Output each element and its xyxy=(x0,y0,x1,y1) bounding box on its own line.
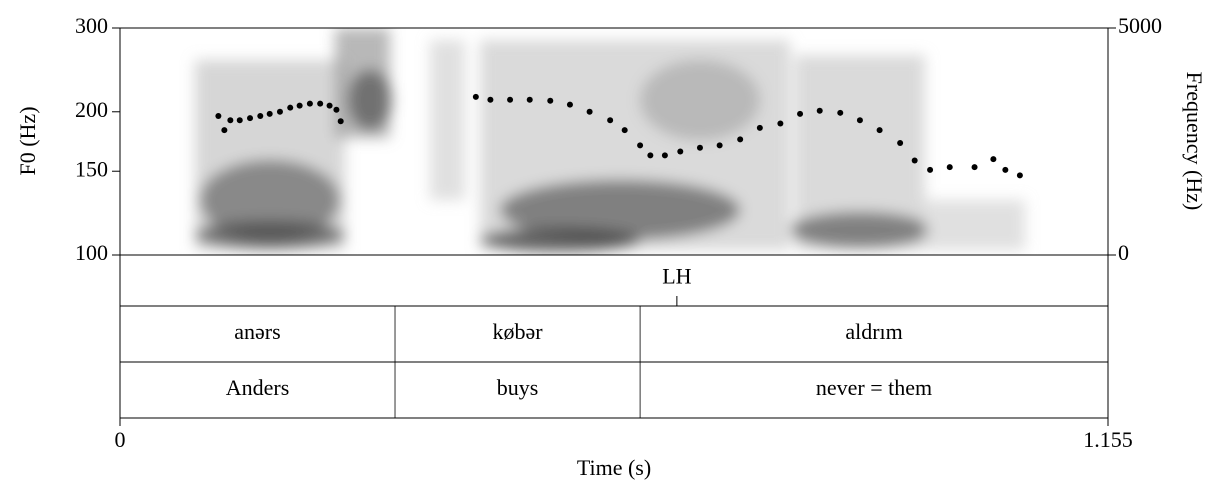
pitch-point xyxy=(856,117,863,124)
pitch-point xyxy=(215,112,222,119)
tier-label: Anders xyxy=(226,375,290,400)
pitch-point xyxy=(221,127,228,134)
pitch-point xyxy=(621,127,628,134)
y2-tick-label: 0 xyxy=(1118,240,1129,265)
pitch-point xyxy=(487,96,494,103)
pitch-point xyxy=(266,110,273,117)
y-axis-label: F0 (Hz) xyxy=(15,106,40,175)
y2-tick-label: 5000 xyxy=(1118,13,1162,38)
pitch-point xyxy=(756,124,763,131)
pitch-point xyxy=(566,101,573,108)
pitch-point xyxy=(777,120,784,127)
pitch-point xyxy=(876,127,883,134)
tier-label: købər xyxy=(493,319,544,344)
y-tick-label: 150 xyxy=(75,156,108,181)
pitch-point xyxy=(507,96,514,103)
pitch-point xyxy=(911,157,918,164)
pitch-point xyxy=(236,117,243,124)
pitch-point xyxy=(647,152,654,159)
pitch-point xyxy=(677,148,684,155)
pitch-point xyxy=(837,109,844,116)
tier-label: anərs xyxy=(234,319,280,344)
pitch-point xyxy=(737,136,744,143)
x-axis-label: Time (s) xyxy=(577,455,651,480)
y-tick-label: 200 xyxy=(75,97,108,122)
pitch-point xyxy=(547,97,554,104)
y-tick-label: 100 xyxy=(75,240,108,265)
pitch-point xyxy=(317,100,324,107)
frame xyxy=(119,27,1109,419)
pitch-point xyxy=(227,117,234,124)
pitch-point xyxy=(296,102,303,109)
x-tick-label: 1.155 xyxy=(1083,427,1133,452)
pitch-point xyxy=(1002,166,1009,173)
pitch-point xyxy=(257,112,264,119)
pitch-point xyxy=(716,142,723,149)
pitch-point xyxy=(1016,172,1023,179)
pitch-point xyxy=(607,117,614,124)
pitch-point xyxy=(247,115,254,122)
pitch-point xyxy=(897,139,904,146)
y2-axis-label: Frequency (Hz) xyxy=(1182,72,1207,211)
pitch-point xyxy=(637,142,644,149)
pitch-point xyxy=(326,102,333,109)
pitch-point xyxy=(333,106,340,113)
pitch-point xyxy=(696,144,703,151)
tier-label: aldrım xyxy=(845,319,902,344)
pitch-point xyxy=(797,110,804,117)
tier-label: LH xyxy=(662,264,691,289)
x-tick-label: 0 xyxy=(115,427,126,452)
pitch-point xyxy=(927,166,934,173)
pitch-point xyxy=(816,107,823,114)
pitch-point xyxy=(287,104,294,111)
pitch-point xyxy=(946,164,953,171)
pitch-point xyxy=(337,118,344,125)
spectrogram xyxy=(195,28,1025,252)
tier-label: buys xyxy=(497,375,539,400)
pitch-point xyxy=(990,156,997,163)
pitch-point xyxy=(661,152,668,159)
pitch-point xyxy=(472,93,479,100)
tier-label: never = them xyxy=(816,375,932,400)
pitch-point xyxy=(971,164,978,171)
y-tick-label: 300 xyxy=(75,13,108,38)
pitch-point xyxy=(526,96,533,103)
pitch-point xyxy=(586,108,593,115)
pitch-point xyxy=(276,108,283,115)
pitch-point xyxy=(306,100,313,107)
